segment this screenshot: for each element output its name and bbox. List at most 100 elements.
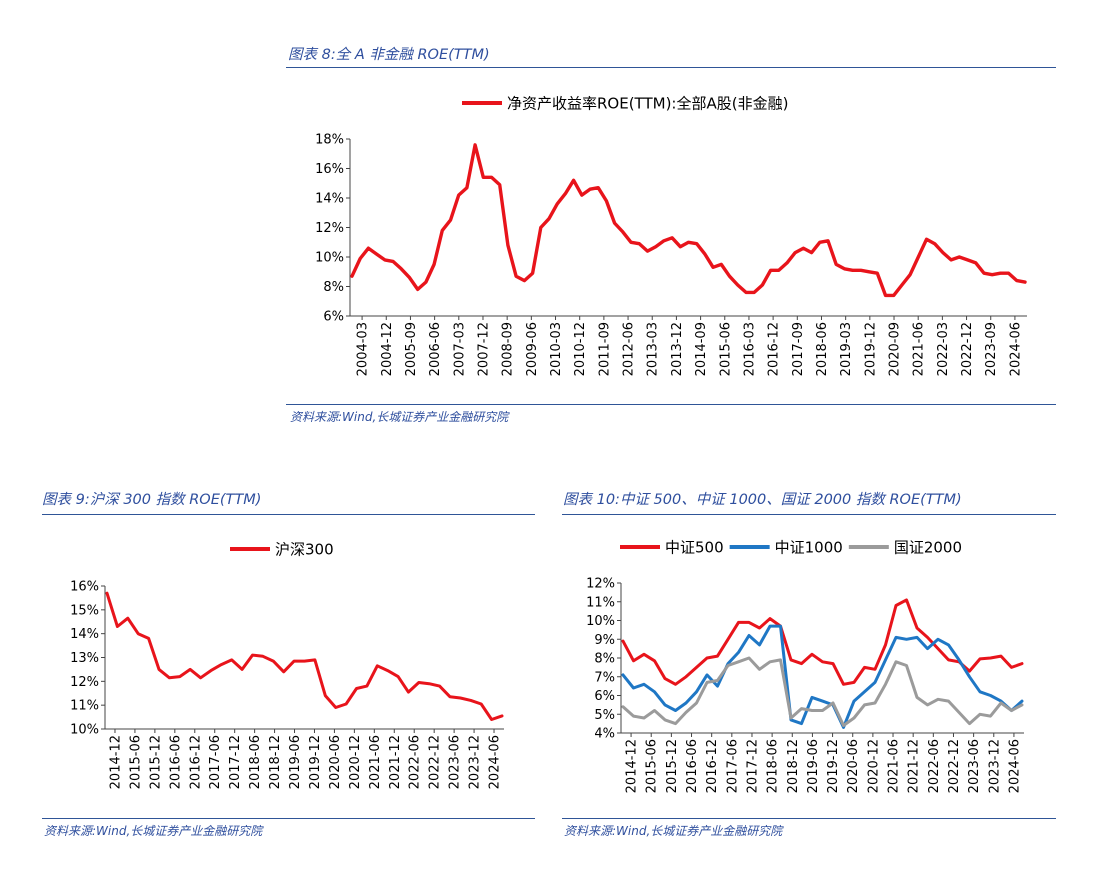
fig8-x-tick-label: 2020-09 — [888, 322, 903, 376]
fig8-y-tick-label: 8% — [323, 280, 344, 295]
fig9-y-tick-label: 13% — [70, 651, 99, 666]
fig9-x-tick-label: 2014-12 — [108, 735, 123, 789]
fig8-x-tick-label: 2015-06 — [718, 322, 733, 376]
fig10-x-tick-label: 2018-06 — [766, 739, 781, 793]
fig10-legend-label-1: 中证1000 — [775, 539, 843, 557]
fig9-series-line-0 — [105, 591, 504, 721]
fig9-x-tick-label: 2020-06 — [328, 735, 343, 789]
fig8-x-tick-label: 2009-06 — [525, 322, 540, 376]
figure-10-bottom-rule — [562, 818, 1056, 819]
fig9-x-tick-label: 2020-12 — [348, 735, 363, 789]
fig10-legend-label-2: 国证2000 — [894, 539, 962, 557]
fig10-x-tick-label: 2021-12 — [907, 739, 922, 793]
fig10-x-tick-label: 2019-06 — [806, 739, 821, 793]
fig8-series-line-0 — [350, 143, 1027, 298]
fig8-x-tick-label: 2014-09 — [694, 322, 709, 376]
fig10-x-tick-label: 2022-12 — [947, 739, 962, 793]
fig10-x-tick-label: 2022-06 — [927, 739, 942, 793]
figure-8-bottom-rule — [286, 404, 1056, 405]
fig10-x-tick-label: 2016-06 — [685, 739, 700, 793]
figure-9-top-rule — [42, 514, 535, 515]
fig8-x-tick-label: 2010-12 — [573, 322, 588, 376]
fig8-y-tick-label: 10% — [315, 251, 344, 266]
figure-10-source: 资料来源:Wind,长城证券产业金融研究院 — [564, 824, 783, 838]
fig9-y-tick-label: 15% — [70, 603, 99, 618]
fig8-x-tick-label: 2023-09 — [984, 322, 999, 376]
fig8-x-tick-label: 2017-09 — [791, 322, 806, 376]
fig10-x-tick-label: 2019-12 — [826, 739, 841, 793]
fig9-y-tick-label: 12% — [70, 675, 99, 690]
fig8-x-tick-label: 2012-06 — [622, 322, 637, 376]
fig10-series-line-0 — [621, 598, 1024, 686]
fig10-x-tick-label: 2015-12 — [665, 739, 680, 793]
fig9-x-tick-label: 2022-06 — [408, 735, 423, 789]
fig10-y-tick-label: 6% — [594, 689, 615, 704]
fig10-y-tick-label: 8% — [594, 652, 615, 667]
fig10-y-tick-label: 7% — [594, 670, 615, 685]
figure-9-caption: 图表 9:沪深 300 指数 ROE(TTM) — [42, 492, 262, 508]
fig9-y-tick-label: 16% — [70, 580, 99, 595]
fig10-y-tick-label: 10% — [586, 614, 615, 629]
fig10-legend-label-0: 中证500 — [665, 539, 724, 557]
fig8-x-tick-label: 2021-06 — [912, 322, 927, 376]
fig8-y-tick-label: 12% — [315, 221, 344, 236]
fig10-x-tick-label: 2021-06 — [887, 739, 902, 793]
fig10-x-tick-label: 2024-06 — [1007, 739, 1022, 793]
figure-8-top-rule — [286, 67, 1056, 68]
fig10-y-tick-label: 5% — [594, 708, 615, 723]
fig9-legend-label-0: 沪深300 — [275, 541, 334, 559]
fig9-y-tick-label: 10% — [70, 723, 99, 738]
fig8-x-tick-label: 2019-03 — [839, 322, 854, 376]
fig8-legend-label-0: 净资产收益率ROE(TTM):全部A股(非金融) — [507, 95, 788, 113]
fig10-x-tick-label: 2017-06 — [725, 739, 740, 793]
fig9-x-tick-label: 2023-12 — [468, 735, 483, 789]
fig9-x-tick-label: 2024-06 — [488, 735, 503, 789]
fig9-x-tick-label: 2015-06 — [128, 735, 143, 789]
fig8-x-tick-label: 2013-03 — [646, 322, 661, 376]
fig9-y-tick-label: 14% — [70, 627, 99, 642]
fig9-x-tick-label: 2016-12 — [188, 735, 203, 789]
fig10-y-tick-label: 9% — [594, 633, 615, 648]
fig10-x-tick-label: 2020-12 — [866, 739, 881, 793]
fig10-x-tick-label: 2023-06 — [967, 739, 982, 793]
fig9-x-tick-label: 2017-06 — [208, 735, 223, 789]
fig8-x-tick-label: 2016-12 — [767, 322, 782, 376]
fig10-x-tick-label: 2023-12 — [987, 739, 1002, 793]
fig8-x-tick-label: 2004-03 — [356, 322, 371, 376]
fig8-x-tick-label: 2011-09 — [597, 322, 612, 376]
fig8-y-tick-label: 14% — [315, 192, 344, 207]
fig10-x-tick-label: 2020-06 — [846, 739, 861, 793]
fig8-x-tick-label: 2024-06 — [1008, 322, 1023, 376]
fig8-x-tick-label: 2018-06 — [815, 322, 830, 376]
fig9-x-tick-label: 2019-06 — [288, 735, 303, 789]
fig9-x-tick-label: 2023-06 — [448, 735, 463, 789]
figure-8-caption: 图表 8:全 A 非金融 ROE(TTM) — [288, 47, 490, 63]
fig8-x-tick-label: 2007-03 — [452, 322, 467, 376]
fig8-x-tick-label: 2022-03 — [936, 322, 951, 376]
fig9-x-tick-label: 2018-06 — [248, 735, 263, 789]
fig10-x-tick-label: 2018-12 — [786, 739, 801, 793]
fig9-x-tick-label: 2016-06 — [168, 735, 183, 789]
fig9-y-tick-label: 11% — [70, 699, 99, 714]
fig8-x-tick-label: 2010-03 — [549, 322, 564, 376]
fig9-x-tick-label: 2017-12 — [228, 735, 243, 789]
fig10-x-tick-label: 2015-06 — [645, 739, 660, 793]
fig9-x-tick-label: 2022-12 — [428, 735, 443, 789]
fig8-x-tick-label: 2005-09 — [404, 322, 419, 376]
fig8-x-tick-label: 2019-12 — [863, 322, 878, 376]
fig10-x-tick-label: 2014-12 — [625, 739, 640, 793]
fig10-y-tick-label: 12% — [586, 577, 615, 592]
fig9-x-tick-label: 2019-12 — [308, 735, 323, 789]
figure-9-source: 资料来源:Wind,长城证券产业金融研究院 — [44, 824, 263, 838]
fig8-x-tick-label: 2008-09 — [501, 322, 516, 376]
fig10-x-tick-label: 2016-12 — [705, 739, 720, 793]
fig9-x-tick-label: 2018-12 — [268, 735, 283, 789]
fig10-x-tick-label: 2017-12 — [745, 739, 760, 793]
figure-8-source: 资料来源:Wind,长城证券产业金融研究院 — [290, 410, 509, 424]
fig8-x-tick-label: 2004-12 — [380, 322, 395, 376]
fig10-series-line-2 — [621, 656, 1024, 727]
fig8-x-tick-label: 2007-12 — [476, 322, 491, 376]
figure-9-bottom-rule — [42, 818, 535, 819]
